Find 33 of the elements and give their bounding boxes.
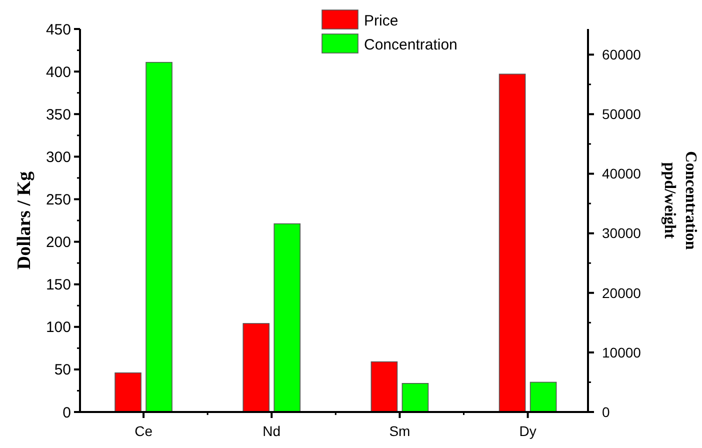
- legend-label: Concentration: [364, 36, 458, 54]
- y2-tick-label: 50000: [602, 106, 642, 122]
- y2-tick-label: 40000: [602, 166, 642, 182]
- y2-tick-label: 60000: [602, 46, 642, 63]
- y2-tick-label: 10000: [602, 344, 642, 360]
- y-tick-label: 100: [46, 319, 71, 336]
- bar: [498, 74, 526, 412]
- y-tick-label: 0: [62, 404, 71, 422]
- bar: [274, 223, 301, 412]
- x-tick-label: Sm: [389, 423, 410, 439]
- y-tick-label: 200: [46, 234, 71, 252]
- bar: [370, 361, 398, 412]
- legend-label: Price: [364, 12, 398, 30]
- bar: [530, 382, 557, 412]
- x-tick-label: Dy: [519, 423, 536, 439]
- y-tick-label: 450: [46, 21, 71, 38]
- bar: [242, 323, 270, 412]
- x-tick-label: Ce: [134, 423, 153, 439]
- y-tick-label: 400: [46, 64, 71, 81]
- x-tick-label: Nd: [262, 423, 281, 439]
- y2-tick-label: 0: [602, 404, 610, 420]
- y-tick-label: 50: [54, 362, 71, 379]
- y-tick-label: 150: [46, 276, 71, 294]
- bar: [146, 62, 172, 412]
- y-axis-title: Dollars / Kg: [14, 170, 35, 270]
- y2-tick-label: 30000: [602, 225, 642, 242]
- y-tick-label: 350: [46, 106, 71, 124]
- y2-tick-label: 20000: [602, 284, 642, 301]
- y-tick-label: 250: [46, 191, 71, 208]
- y-tick-label: 300: [46, 148, 71, 166]
- bar: [114, 372, 142, 412]
- bar: [402, 383, 429, 412]
- y2-axis-title: Concentration ppd/weight: [661, 151, 699, 250]
